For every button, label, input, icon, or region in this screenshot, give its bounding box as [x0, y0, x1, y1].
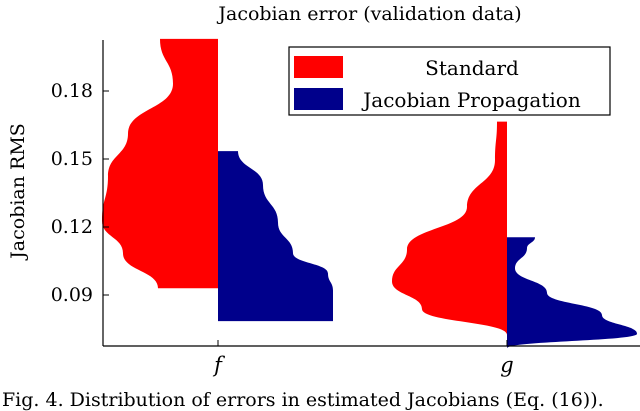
y-tick-label: 0.09 — [51, 284, 93, 306]
violin-standard-g — [392, 121, 507, 335]
violin-jacobian-propagation-g — [507, 237, 637, 349]
legend: Standard Jacobian Propagation — [288, 46, 611, 116]
x-category-label-g: g — [500, 353, 513, 377]
figure-caption: Fig. 4. Distribution of errors in estima… — [2, 389, 604, 411]
y-tick-label: 0.18 — [51, 80, 93, 102]
violin-jacobian-propagation-f — [218, 151, 333, 322]
violin-shapes — [102, 38, 637, 349]
violin-standard-f — [102, 38, 218, 289]
legend-swatch-jacobian-propagation — [294, 88, 343, 110]
x-category-label-f: f — [212, 353, 225, 377]
legend-swatch-standard — [294, 56, 343, 78]
y-ticks: 0.09 0.12 0.15 0.18 — [51, 80, 109, 306]
legend-label-standard: Standard — [425, 56, 519, 80]
chart-title: Jacobian error (validation data) — [216, 3, 521, 25]
y-tick-label: 0.15 — [51, 148, 93, 170]
y-tick-label: 0.12 — [51, 216, 93, 238]
legend-label-jacobian-propagation: Jacobian Propagation — [361, 88, 581, 112]
y-axis-label: Jacobian RMS — [7, 123, 29, 261]
